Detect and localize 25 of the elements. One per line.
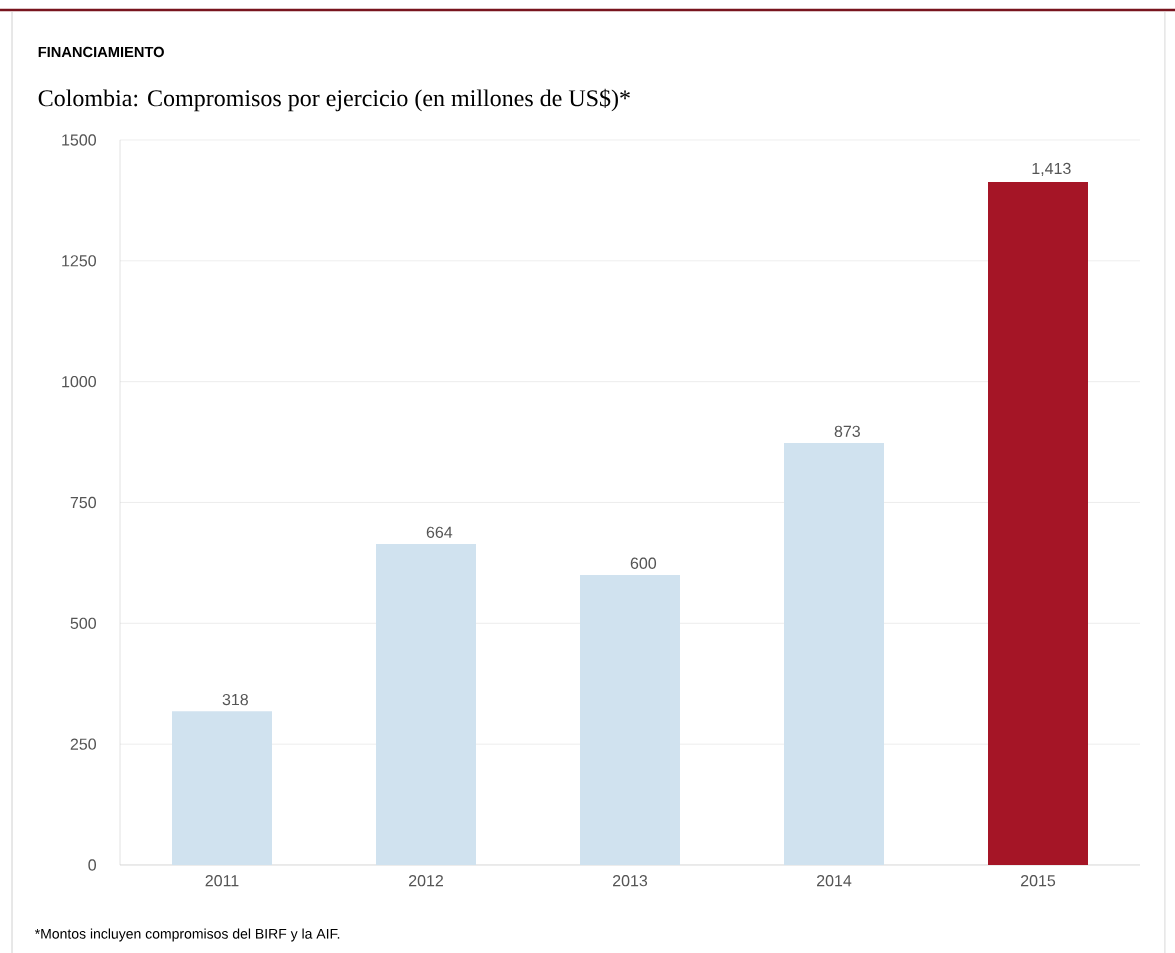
x-tick-label: 2014 bbox=[817, 875, 852, 887]
y-tick-label: 750 bbox=[70, 496, 97, 509]
x-tick-label: 2015 bbox=[1021, 875, 1056, 887]
data-label: 664 bbox=[426, 526, 453, 538]
y-tick-label: 1500 bbox=[62, 134, 97, 146]
bar bbox=[784, 443, 884, 865]
data-label: 1,413 bbox=[1032, 162, 1071, 176]
x-tick-label: 2013 bbox=[613, 875, 648, 887]
bar bbox=[172, 711, 273, 865]
y-tick-label: 1000 bbox=[62, 375, 97, 388]
bar bbox=[580, 574, 681, 865]
y-tick-label: 500 bbox=[70, 617, 97, 629]
x-tick-label: 2011 bbox=[205, 875, 239, 887]
y-tick-label: 0 bbox=[88, 859, 97, 871]
y-tick-label: 1250 bbox=[62, 255, 97, 267]
bar bbox=[988, 182, 1088, 865]
x-tick-label: 2012 bbox=[409, 875, 443, 887]
chart-subtitle: Colombia: Compromisos por ejercicio (en millones de US$)* bbox=[38, 88, 630, 112]
data-label: 873 bbox=[834, 425, 860, 437]
chart-title: FINANCIAMIENTO bbox=[38, 46, 164, 58]
text: *Montos incluyen compromisos del BIRF y la AIF. bbox=[34, 928, 340, 942]
bar bbox=[376, 544, 477, 865]
data-label: 318 bbox=[222, 693, 248, 706]
y-tick-label: 250 bbox=[70, 738, 97, 750]
data-label: 600 bbox=[630, 557, 657, 569]
